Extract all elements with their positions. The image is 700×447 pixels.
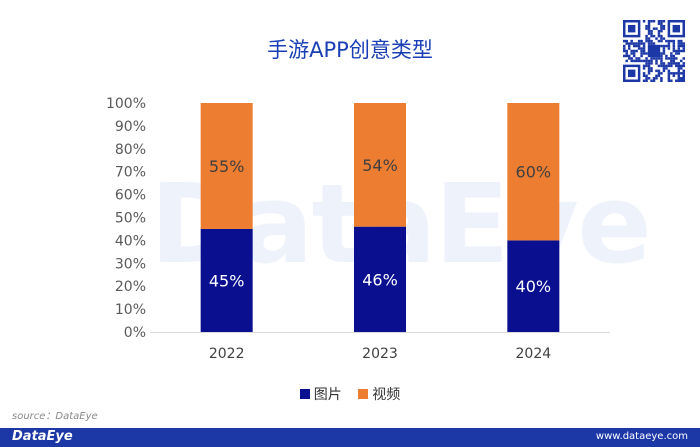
data-label-image-2024: 40%: [516, 277, 552, 296]
x-tick-label: 2024: [516, 346, 552, 362]
x-tick-label: 2022: [209, 346, 245, 362]
footer-bar: DataEye www.dataeye.com: [0, 428, 700, 447]
y-tick-label: 50%: [115, 211, 146, 227]
data-label-video-2024: 60%: [516, 163, 552, 182]
qr-code: [623, 20, 685, 82]
y-tick-label: 20%: [115, 279, 146, 295]
data-label-image-2023: 46%: [362, 270, 398, 289]
legend-label-video: 视频: [372, 387, 401, 403]
y-tick-label: 100%: [106, 96, 146, 112]
legend: 图片 视频: [0, 384, 700, 404]
legend-item-image: 图片: [299, 384, 342, 404]
bar-image-2024: [507, 240, 560, 332]
data-label-video-2022: 55%: [209, 157, 245, 176]
legend-item-video: 视频: [358, 384, 400, 404]
y-tick-label: 80%: [115, 142, 146, 158]
data-label-video-2023: 54%: [362, 156, 398, 175]
y-tick-label: 60%: [115, 188, 146, 204]
footer-brand-logo: DataEye: [12, 429, 73, 444]
bar-video-2022: [200, 103, 253, 229]
bar-image-2023: [354, 226, 406, 332]
y-tick-label: 70%: [115, 165, 146, 181]
source-note: source：DataEye: [12, 411, 98, 422]
chart-title: 手游APP创意类型: [267, 38, 433, 62]
y-tick-label: 10%: [115, 302, 146, 318]
bar-video-2023: [354, 103, 406, 227]
legend-swatch-video: [358, 389, 369, 399]
footer-website: www.dataeye.com: [595, 431, 688, 442]
y-tick-label: 0%: [124, 325, 146, 341]
y-tick-label: 30%: [115, 256, 146, 272]
x-tick-label: 2023: [362, 346, 398, 362]
y-tick-label: 90%: [115, 119, 146, 135]
legend-label-image: 图片: [313, 387, 342, 403]
data-label-image-2022: 45%: [209, 271, 245, 290]
bar-video-2024: [507, 103, 560, 241]
legend-swatch-image: [299, 389, 310, 399]
y-tick-label: 40%: [115, 233, 146, 249]
bar-image-2022: [200, 228, 253, 332]
